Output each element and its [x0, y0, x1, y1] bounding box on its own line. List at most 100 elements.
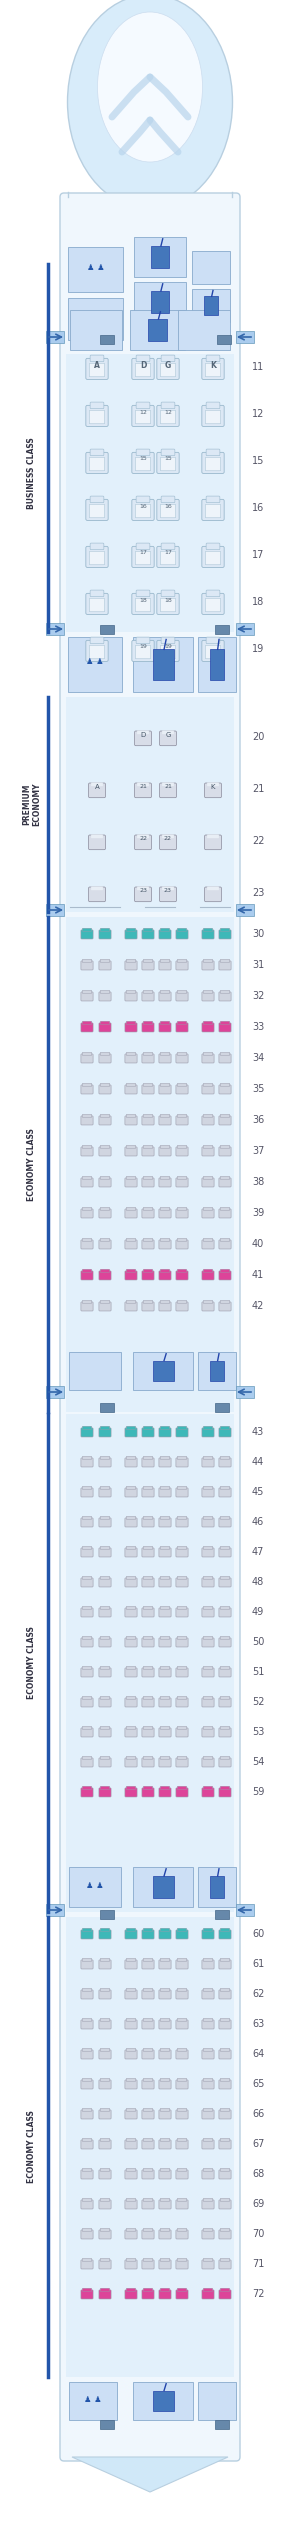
- FancyBboxPatch shape: [202, 547, 224, 567]
- FancyBboxPatch shape: [160, 2228, 170, 2231]
- Text: 22: 22: [164, 836, 172, 841]
- FancyBboxPatch shape: [220, 2109, 230, 2112]
- FancyBboxPatch shape: [88, 782, 105, 798]
- FancyBboxPatch shape: [142, 1458, 154, 1466]
- FancyBboxPatch shape: [176, 1929, 188, 1940]
- Text: ♟ ♟: ♟ ♟: [84, 2395, 102, 2403]
- FancyBboxPatch shape: [81, 1053, 93, 1063]
- FancyBboxPatch shape: [219, 1577, 231, 1588]
- FancyBboxPatch shape: [125, 993, 137, 1000]
- FancyBboxPatch shape: [91, 782, 103, 787]
- Text: 64: 64: [252, 2048, 264, 2059]
- FancyBboxPatch shape: [202, 641, 224, 661]
- FancyBboxPatch shape: [159, 1577, 171, 1588]
- FancyBboxPatch shape: [160, 2137, 170, 2142]
- FancyBboxPatch shape: [100, 1517, 110, 1519]
- FancyBboxPatch shape: [137, 836, 149, 838]
- FancyBboxPatch shape: [99, 1517, 111, 1527]
- FancyBboxPatch shape: [100, 1636, 110, 1638]
- FancyBboxPatch shape: [82, 960, 92, 962]
- Bar: [215, 625, 229, 633]
- FancyBboxPatch shape: [82, 1114, 92, 1117]
- FancyBboxPatch shape: [219, 1084, 231, 1094]
- FancyBboxPatch shape: [99, 1638, 111, 1646]
- FancyBboxPatch shape: [160, 2018, 170, 2021]
- Text: 53: 53: [252, 1727, 264, 1737]
- FancyBboxPatch shape: [142, 2109, 154, 2119]
- FancyBboxPatch shape: [100, 2079, 110, 2081]
- FancyBboxPatch shape: [176, 1699, 188, 1707]
- FancyBboxPatch shape: [176, 2200, 188, 2208]
- FancyBboxPatch shape: [100, 2198, 110, 2200]
- FancyBboxPatch shape: [143, 960, 153, 962]
- Text: ▌: ▌: [158, 1365, 168, 1377]
- FancyBboxPatch shape: [220, 990, 230, 993]
- FancyBboxPatch shape: [100, 1929, 110, 1932]
- FancyBboxPatch shape: [203, 1636, 213, 1638]
- FancyBboxPatch shape: [219, 1053, 231, 1063]
- Text: 12: 12: [139, 410, 147, 415]
- FancyBboxPatch shape: [177, 990, 187, 993]
- FancyBboxPatch shape: [143, 1957, 153, 1962]
- FancyBboxPatch shape: [177, 1577, 187, 1580]
- Text: 39: 39: [252, 1208, 264, 1218]
- FancyBboxPatch shape: [160, 598, 176, 613]
- Text: 70: 70: [252, 2228, 264, 2238]
- FancyBboxPatch shape: [125, 2231, 137, 2238]
- FancyBboxPatch shape: [159, 993, 171, 1000]
- FancyBboxPatch shape: [202, 962, 214, 970]
- FancyBboxPatch shape: [160, 1177, 170, 1180]
- FancyBboxPatch shape: [176, 1608, 188, 1618]
- FancyBboxPatch shape: [142, 1023, 154, 1033]
- FancyBboxPatch shape: [177, 1757, 187, 1760]
- FancyBboxPatch shape: [81, 2051, 93, 2059]
- FancyBboxPatch shape: [219, 1177, 231, 1188]
- FancyBboxPatch shape: [143, 1727, 153, 1729]
- Text: 54: 54: [252, 1757, 264, 1767]
- FancyBboxPatch shape: [177, 1785, 187, 1790]
- FancyBboxPatch shape: [81, 2261, 93, 2269]
- FancyBboxPatch shape: [126, 1785, 136, 1790]
- FancyBboxPatch shape: [159, 1241, 171, 1248]
- FancyBboxPatch shape: [126, 990, 136, 993]
- FancyBboxPatch shape: [159, 2261, 171, 2269]
- FancyBboxPatch shape: [82, 1605, 92, 1610]
- FancyBboxPatch shape: [160, 782, 176, 798]
- FancyBboxPatch shape: [86, 592, 108, 615]
- FancyBboxPatch shape: [202, 1117, 214, 1124]
- FancyBboxPatch shape: [177, 1957, 187, 1962]
- FancyBboxPatch shape: [81, 1084, 93, 1094]
- FancyBboxPatch shape: [89, 504, 105, 519]
- Bar: [236, 1904, 254, 1917]
- FancyBboxPatch shape: [160, 1144, 170, 1150]
- FancyBboxPatch shape: [126, 1988, 136, 1993]
- Text: ▌: ▌: [212, 1365, 222, 1377]
- Bar: [70, 309, 122, 349]
- FancyBboxPatch shape: [202, 2261, 214, 2269]
- FancyBboxPatch shape: [143, 1426, 153, 1431]
- FancyBboxPatch shape: [159, 1960, 171, 1970]
- FancyBboxPatch shape: [219, 2289, 231, 2299]
- FancyBboxPatch shape: [126, 2048, 136, 2051]
- Bar: [204, 296, 218, 314]
- FancyBboxPatch shape: [160, 1757, 170, 1760]
- FancyBboxPatch shape: [126, 960, 136, 962]
- FancyBboxPatch shape: [81, 1929, 93, 1940]
- FancyBboxPatch shape: [99, 2079, 111, 2089]
- Text: 17: 17: [139, 549, 147, 555]
- FancyBboxPatch shape: [202, 1929, 214, 1940]
- FancyBboxPatch shape: [219, 1699, 231, 1707]
- FancyBboxPatch shape: [203, 2018, 213, 2021]
- Bar: [152, 648, 173, 679]
- Text: ▌: ▌: [212, 1879, 222, 1894]
- FancyBboxPatch shape: [160, 1929, 170, 1932]
- FancyBboxPatch shape: [160, 1020, 170, 1025]
- FancyBboxPatch shape: [125, 1929, 137, 1940]
- FancyBboxPatch shape: [126, 2228, 136, 2231]
- Text: 21: 21: [139, 785, 147, 790]
- FancyBboxPatch shape: [160, 1053, 170, 1056]
- FancyBboxPatch shape: [86, 499, 108, 522]
- FancyBboxPatch shape: [203, 2079, 213, 2081]
- FancyBboxPatch shape: [160, 1084, 170, 1086]
- FancyBboxPatch shape: [159, 1547, 171, 1557]
